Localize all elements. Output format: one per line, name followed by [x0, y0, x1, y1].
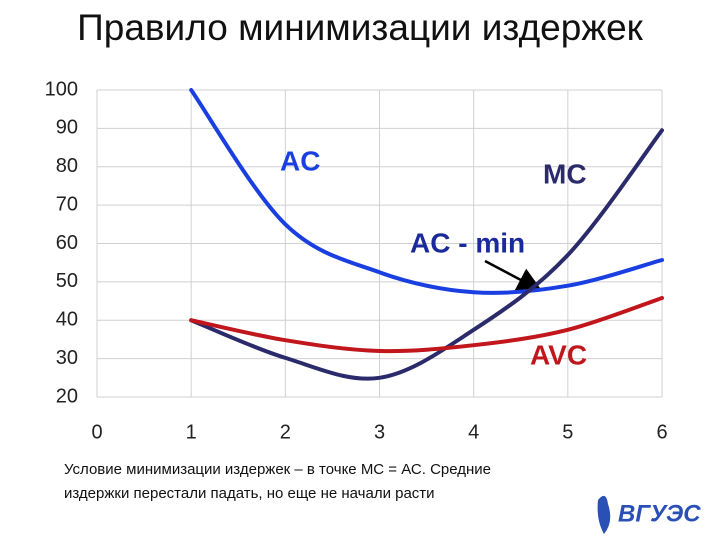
x-tick-label: 3: [374, 421, 385, 443]
y-tick-label: 30: [56, 347, 78, 369]
series-line: [189, 88, 664, 295]
logo-emblem: [597, 495, 611, 534]
curve-label: MC: [543, 158, 587, 189]
arrow: [484, 259, 543, 292]
y-tick-label: 100: [45, 78, 78, 100]
y-tick-label: 90: [56, 117, 78, 139]
y-tick-label: 60: [56, 232, 78, 254]
x-tick-label: 2: [280, 421, 291, 443]
x-tick-label: 5: [562, 421, 573, 443]
series-line: [189, 295, 664, 354]
x-tick-label: 6: [656, 421, 667, 443]
y-tick-label: 50: [56, 270, 78, 292]
curve-label: AVC: [530, 339, 587, 370]
x-tick-label: 0: [91, 421, 102, 443]
slide-title: Правило минимизации издержек: [77, 7, 643, 48]
x-tick-label: 4: [468, 421, 479, 443]
curve-label: AC: [280, 145, 320, 176]
caption: Условие минимизации издержек – в точке М…: [64, 461, 491, 478]
x-tick-label: 1: [186, 421, 197, 443]
logo: ВГУЭС: [618, 500, 701, 527]
y-tick-label: 20: [56, 385, 78, 407]
annotation: AC - min: [410, 227, 525, 258]
y-tick-label: 80: [56, 155, 78, 177]
y-tick-label: 40: [56, 309, 78, 331]
y-tick-label: 70: [56, 193, 78, 215]
caption: издержки перестали падать, но еще не нач…: [64, 485, 435, 502]
